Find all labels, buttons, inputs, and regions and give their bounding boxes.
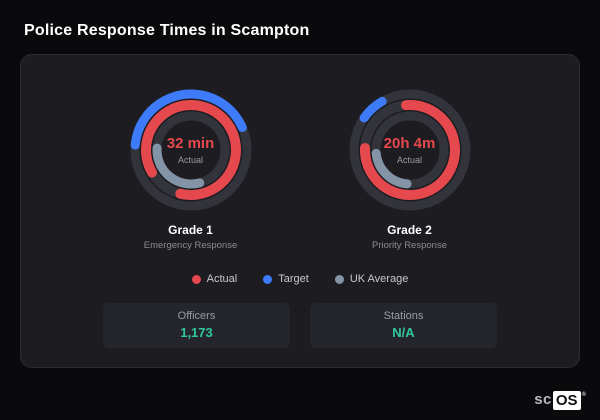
page-title: Police Response Times in Scampton (24, 22, 310, 39)
legend-item-actual[interactable]: Actual (191, 273, 238, 285)
gauge-grade-1-chart: 32 min Actual (126, 85, 256, 215)
legend-label: UK Average (349, 273, 409, 285)
legend-dot-actual (191, 274, 201, 284)
stat-label: Stations (383, 310, 424, 322)
legend-dot-uk-average (334, 274, 344, 284)
registered-mark-icon: ® (581, 392, 586, 398)
stat-officers: Officers 1,173 (103, 303, 290, 348)
grade-title: Grade 1 (168, 223, 213, 237)
gauge-grade-2: 20h 4m Actual Grade 2 Priority Response (310, 85, 510, 251)
legend-dot-target (263, 274, 273, 284)
logo-text-os: OS (552, 391, 581, 410)
gauge-grade-1-svg (130, 89, 251, 211)
grade-subtitle: Priority Response (372, 240, 447, 251)
grade-subtitle: Emergency Response (143, 240, 238, 251)
stat-value: 1,173 (180, 325, 213, 340)
chart-card: 32 min Actual Grade 1 Emergency Response… (20, 54, 580, 368)
logo-text-sc: sc (534, 391, 552, 408)
grade-title: Grade 2 (387, 223, 432, 237)
gauge-grade-2-chart: 20h 4m Actual (345, 85, 475, 215)
gauges-row: 32 min Actual Grade 1 Emergency Response… (45, 85, 555, 251)
legend-label: Target (278, 273, 309, 285)
legend-item-uk-average[interactable]: UK Average (334, 273, 409, 285)
stat-label: Officers (177, 310, 216, 322)
gauge-grade-1: 32 min Actual Grade 1 Emergency Response (91, 85, 291, 251)
stat-stations: Stations N/A (310, 303, 497, 348)
stat-value: N/A (392, 325, 415, 340)
chart-legend: Actual Target UK Average (45, 273, 555, 285)
stats-row: Officers 1,173 Stations N/A (45, 303, 555, 348)
legend-label: Actual (206, 273, 238, 285)
legend-item-target[interactable]: Target (263, 273, 309, 285)
gauge-grade-2-svg (349, 89, 470, 211)
scos-logo: sc OS ® (534, 391, 586, 410)
